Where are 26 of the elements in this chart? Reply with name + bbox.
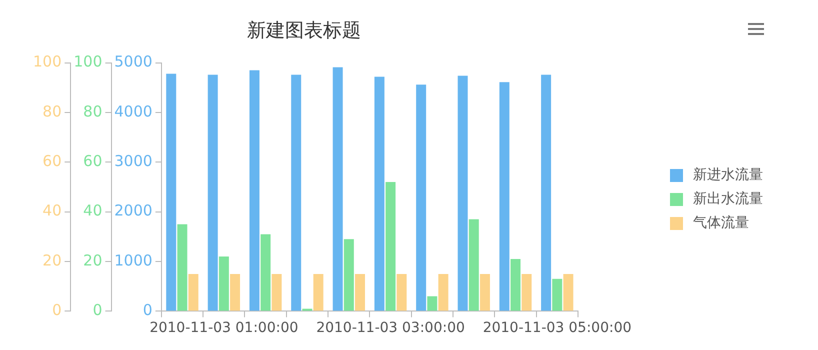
y-tick-label: 4000: [114, 102, 152, 120]
legend-label: 气体流量: [693, 214, 749, 232]
y3-tick-label: 60: [42, 152, 62, 170]
y2-tick-label: 80: [83, 102, 102, 120]
x-tick-label: 2010-11-03 03:00:00: [316, 320, 465, 336]
y2-tick-label: 0: [92, 301, 102, 320]
chart-title: 新建图表标题: [247, 19, 361, 42]
y2-tick-label: 100: [74, 52, 102, 71]
y2-tick-label: 20: [83, 251, 102, 270]
y3-tick-label: 80: [42, 102, 62, 120]
y-tick-label: 2000: [114, 202, 152, 220]
bar: [260, 234, 271, 311]
y-tick-label: 5000: [114, 52, 152, 71]
y3-tick-label: 20: [42, 251, 62, 270]
x-tick-label: 2010-11-03 01:00:00: [150, 320, 298, 336]
x-tick-label: 2010-11-03 05:00:00: [482, 320, 632, 336]
y3-tick-label: 0: [52, 301, 62, 320]
y-tick-label: 3000: [114, 152, 152, 170]
y-tick-label: 1000: [114, 251, 152, 270]
y3-tick-label: 100: [32, 52, 62, 71]
legend-label: 新进水流量: [693, 166, 763, 184]
y2-tick-label: 60: [83, 152, 102, 170]
y-tick-label: 0: [142, 301, 152, 320]
legend-label: 新出水流量: [693, 190, 763, 208]
y2-tick-label: 40: [83, 202, 102, 220]
y3-tick-label: 40: [42, 202, 62, 220]
